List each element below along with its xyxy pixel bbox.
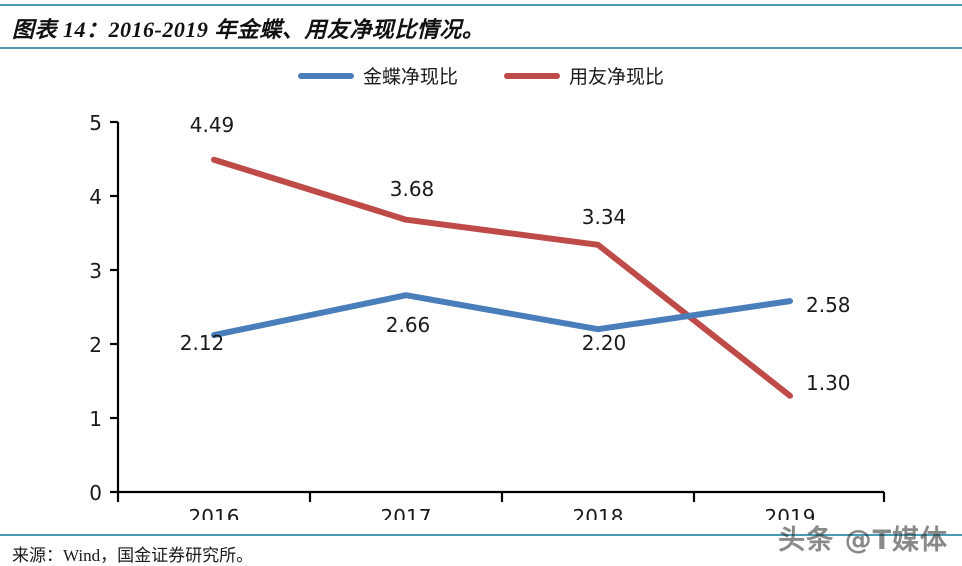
series-line-kingdee: [211, 292, 793, 339]
x-tick-2017: 2017: [381, 505, 432, 520]
figure-title: 图表 14：2016-2019 年金蝶、用友净现比情况。: [12, 17, 485, 42]
data-label-kingdee-2017: 2.66: [386, 313, 431, 337]
chart-legend: 金蝶净现比 用友净现比: [0, 62, 962, 89]
y-tick-4: 4: [89, 185, 102, 209]
data-label-yonyou-2017: 3.68: [390, 177, 435, 201]
y-axis-ticks: [110, 120, 118, 494]
y-tick-3: 3: [89, 259, 102, 283]
y-tick-1: 1: [89, 407, 102, 431]
title-divider-rule: [0, 47, 962, 49]
legend-label-yonyou: 用友净现比: [569, 66, 665, 88]
legend-item-kingdee: 金蝶净现比: [297, 62, 458, 89]
data-label-kingdee-2019: 2.58: [806, 293, 851, 317]
x-tick-2018: 2018: [573, 505, 624, 520]
y-tick-0: 0: [89, 481, 102, 505]
data-label-kingdee-2016: 2.12: [180, 331, 225, 355]
line-chart: 5 4 3 2 1 0 2016 2017 2018 2019: [0, 100, 962, 520]
data-label-yonyou-2019: 1.30: [806, 371, 851, 395]
legend-swatch-blue-icon: [297, 72, 354, 79]
legend-item-yonyou: 用友净现比: [504, 62, 664, 89]
y-axis-tick-labels: 5 4 3 2 1 0: [89, 111, 102, 505]
x-axis-tick-labels: 2016 2017 2018 2019: [189, 505, 816, 520]
data-label-kingdee-2018: 2.20: [582, 331, 627, 355]
watermark-text: 头条 @T媒体: [778, 525, 948, 556]
x-axis-ticks: [116, 492, 886, 502]
y-tick-2: 2: [89, 333, 102, 357]
x-tick-2016: 2016: [189, 505, 240, 520]
data-label-yonyou-2016: 4.49: [190, 113, 235, 137]
data-label-yonyou-2018: 3.34: [582, 205, 627, 229]
series-line-yonyou: [211, 156, 793, 399]
source-note: 来源：Wind，国金证券研究所。: [12, 546, 254, 565]
legend-swatch-red-icon: [504, 72, 560, 79]
footer-divider-rule: [0, 534, 962, 536]
chart-svg: 5 4 3 2 1 0 2016 2017 2018 2019: [89, 111, 886, 520]
legend-label-kingdee: 金蝶净现比: [362, 66, 458, 88]
x-tick-2019: 2019: [765, 505, 816, 520]
y-tick-5: 5: [89, 111, 102, 135]
top-divider-rule: [0, 4, 962, 6]
